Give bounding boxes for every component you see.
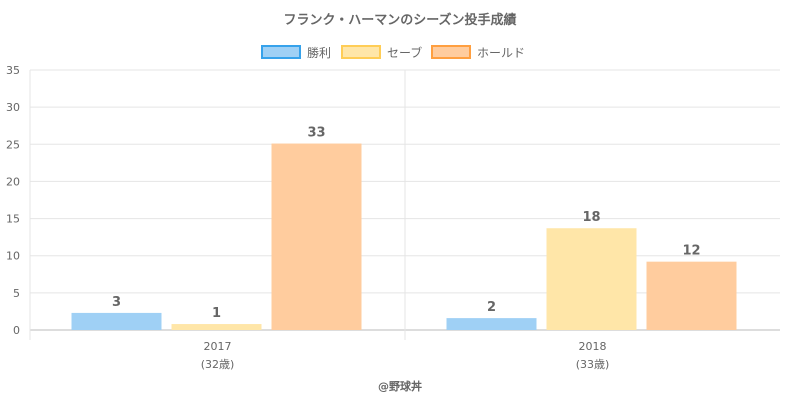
bar-value-label: 33 [307, 126, 325, 141]
y-tick-label: 25 [6, 138, 20, 151]
bar[interactable] [546, 228, 637, 330]
bar[interactable] [271, 143, 362, 330]
bar[interactable] [171, 324, 262, 330]
bar-value-label: 1 [212, 306, 221, 321]
legend-swatch[interactable] [261, 45, 301, 59]
bar-value-label: 18 [582, 210, 600, 225]
legend-label[interactable]: 勝利 [307, 45, 331, 60]
bar-value-label: 3 [112, 295, 121, 310]
x-tick-label: 2017 [204, 340, 232, 353]
y-tick-label: 10 [6, 250, 20, 263]
legend-label[interactable]: ホールド [477, 46, 525, 60]
bar[interactable] [646, 261, 737, 330]
y-tick-label: 15 [6, 213, 20, 226]
y-tick-label: 5 [13, 287, 20, 300]
bar[interactable] [71, 312, 162, 330]
legend-label[interactable]: セーブ [387, 45, 422, 60]
legend-swatch[interactable] [341, 45, 381, 59]
x-tick-sublabel: (33歳) [576, 358, 610, 371]
bar-value-label: 12 [682, 244, 700, 259]
y-tick-label: 20 [6, 175, 20, 188]
bar[interactable] [446, 318, 537, 330]
y-tick-label: 0 [13, 324, 20, 337]
footer-credit: @野球丼 [378, 379, 422, 393]
x-tick-sublabel: (32歳) [201, 358, 235, 371]
x-tick-label: 2018 [579, 340, 607, 353]
y-tick-label: 30 [6, 101, 20, 114]
legend-swatch[interactable] [431, 45, 471, 59]
chart-title: フランク・ハーマンのシーズン投手成績 [283, 12, 516, 28]
y-tick-label: 35 [6, 64, 20, 77]
bar-value-label: 2 [487, 300, 496, 315]
